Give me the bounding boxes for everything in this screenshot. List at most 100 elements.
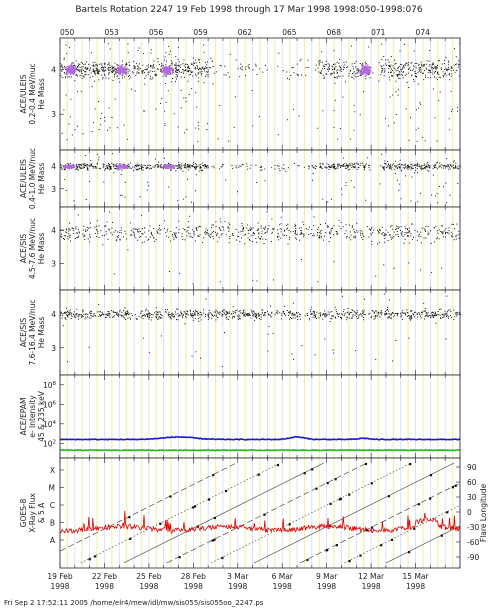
- data-point: [98, 69, 100, 71]
- data-point: [404, 64, 406, 66]
- data-point: [338, 219, 340, 221]
- data-point: [63, 57, 65, 59]
- data-point: [397, 236, 399, 237]
- dense-point: [166, 167, 168, 169]
- data-point: [117, 313, 119, 315]
- data-point: [326, 64, 327, 66]
- data-point: [283, 234, 285, 236]
- data-point: [207, 318, 209, 320]
- data-point: [404, 238, 406, 240]
- data-point: [176, 69, 178, 71]
- dense-point: [66, 72, 68, 74]
- data-point: [140, 236, 142, 238]
- data-point: [289, 318, 290, 320]
- data-point: [195, 164, 197, 166]
- data-point: [136, 72, 138, 74]
- data-point: [229, 224, 231, 226]
- data-point: [135, 317, 137, 319]
- data-point: [421, 165, 423, 166]
- data-point: [435, 77, 437, 79]
- data-point: [111, 65, 113, 67]
- data-point: [195, 92, 197, 94]
- data-point: [423, 65, 425, 67]
- data-point: [421, 65, 423, 67]
- data-point: [279, 170, 281, 171]
- data-point: [125, 63, 127, 65]
- data-point: [395, 165, 397, 167]
- data-point: [76, 168, 78, 170]
- data-point: [348, 237, 350, 239]
- data-point: [80, 90, 82, 92]
- data-point: [224, 65, 226, 67]
- data-point: [90, 72, 92, 74]
- data-point: [252, 125, 254, 127]
- data-point: [253, 232, 255, 234]
- data-point: [180, 72, 182, 73]
- data-point: [313, 216, 315, 218]
- y-tick-label: 4: [51, 65, 56, 74]
- data-point: [75, 226, 77, 228]
- data-point: [90, 160, 92, 161]
- data-point: [185, 68, 187, 70]
- data-point: [352, 73, 354, 75]
- data-point: [351, 164, 353, 166]
- data-point: [431, 67, 433, 69]
- dense-point: [63, 66, 65, 69]
- data-point: [452, 223, 454, 225]
- data-point: [103, 70, 105, 72]
- data-point: [264, 315, 266, 317]
- data-point: [75, 228, 77, 230]
- data-point: [201, 73, 203, 75]
- data-point: [403, 66, 405, 67]
- data-point: [124, 65, 126, 67]
- data-point: [235, 312, 236, 314]
- data-point: [419, 165, 421, 167]
- data-point: [102, 164, 104, 166]
- data-point: [430, 72, 432, 74]
- data-point: [288, 312, 290, 314]
- data-point: [318, 61, 320, 63]
- dense-point: [167, 68, 169, 70]
- data-point: [128, 314, 130, 316]
- data-point: [369, 312, 371, 314]
- data-point: [330, 318, 332, 320]
- data-point: [238, 166, 240, 168]
- data-point: [199, 234, 201, 236]
- data-point: [96, 225, 97, 227]
- data-point: [326, 73, 328, 75]
- data-point: [166, 309, 168, 311]
- data-point: [180, 310, 182, 312]
- data-point: [335, 231, 337, 232]
- data-point: [385, 63, 387, 65]
- data-point: [165, 101, 167, 103]
- data-point: [124, 76, 126, 78]
- data-point: [356, 311, 358, 313]
- data-point: [102, 70, 103, 72]
- data-point: [397, 74, 399, 76]
- data-point: [103, 225, 105, 227]
- data-point: [102, 77, 104, 79]
- data-point: [169, 163, 171, 165]
- data-point: [132, 314, 133, 316]
- data-point: [190, 236, 192, 238]
- data-point: [395, 166, 397, 168]
- data-point: [147, 73, 149, 75]
- data-point: [157, 231, 158, 233]
- data-point: [441, 267, 443, 269]
- data-point: [117, 64, 119, 66]
- data-point: [85, 155, 87, 156]
- data-point: [102, 163, 104, 165]
- data-point: [409, 315, 410, 317]
- data-point: [439, 77, 441, 79]
- data-point: [121, 315, 123, 317]
- data-point: [229, 53, 231, 55]
- data-point: [394, 165, 396, 167]
- data-point: [156, 312, 158, 313]
- data-point: [85, 313, 87, 314]
- dense-point: [124, 68, 126, 70]
- data-point: [376, 310, 378, 312]
- data-point: [349, 138, 351, 140]
- data-point: [199, 62, 201, 64]
- data-point: [447, 310, 449, 312]
- outlier-point: [388, 299, 390, 301]
